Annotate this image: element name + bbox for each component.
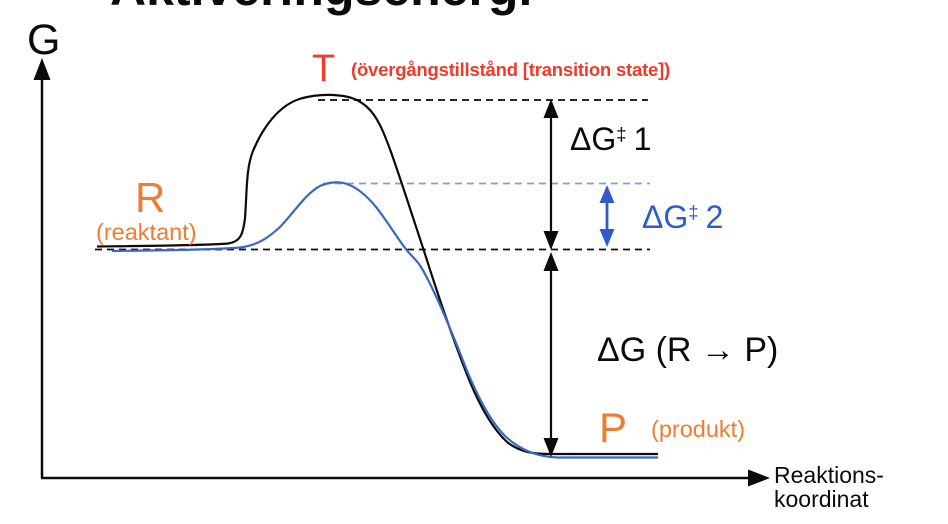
dg2-number: 2: [705, 199, 724, 235]
activation-energy-2-label: ΔG‡ 2: [642, 199, 723, 236]
transition-state-description: (övergångstillstånd [transition state]): [351, 59, 671, 80]
x-axis-label-line2: koordinat: [774, 486, 869, 512]
dg1-double-dagger: ‡: [616, 123, 627, 145]
y-axis-arrowhead-icon: [33, 58, 51, 80]
black-energy-curve: [96, 93, 658, 456]
x-axis-label-line1: Reaktions-: [774, 462, 884, 488]
dg2-double-dagger: ‡: [688, 201, 699, 223]
blue-energy-curve: [111, 181, 658, 459]
activation-energy-1-label: ΔG‡ 1: [570, 121, 651, 158]
product-description: (produkt): [651, 416, 746, 442]
x-axis-label: Reaktions- koordinat: [774, 463, 944, 511]
y-axis-label: G: [27, 16, 61, 64]
dg1-base: ΔG: [570, 121, 617, 157]
x-axis-arrowhead-icon: [748, 469, 770, 487]
slide-title: Aktiveringsenergi: [110, 0, 532, 13]
dg2-base: ΔG: [642, 199, 689, 235]
dg1-double-arrow: [543, 99, 559, 250]
reactant-symbol: R: [135, 174, 166, 221]
dg1-number: 1: [633, 121, 652, 157]
transition-state-symbol: T: [312, 48, 336, 90]
dg2-double-arrow: [599, 185, 615, 247]
reaction-free-energy-label: ΔG (R → P): [597, 331, 779, 369]
reactant-description: (reaktant): [96, 219, 197, 245]
product-symbol: P: [599, 404, 628, 451]
dg-rp-double-arrow: [543, 252, 559, 457]
